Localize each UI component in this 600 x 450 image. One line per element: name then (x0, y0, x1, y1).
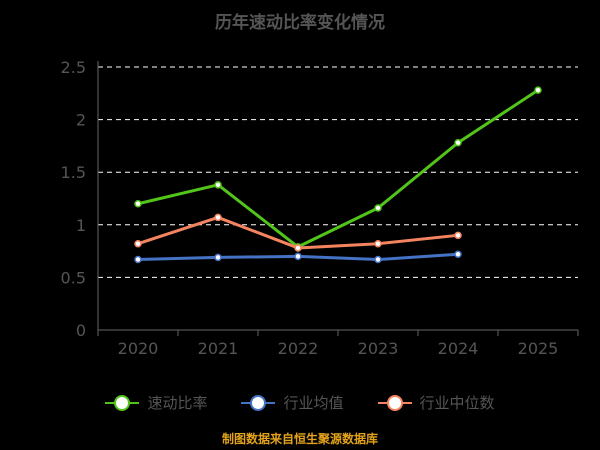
legend-label-series-2: 行业均值 (283, 394, 344, 412)
x-tick-label: 2021 (198, 339, 239, 358)
x-tick-label: 2025 (518, 339, 559, 358)
data-point (374, 204, 382, 212)
chart-title: 历年速动比率变化情况 (215, 13, 385, 33)
data-point (534, 86, 542, 94)
y-tick-label: 0.5 (61, 268, 86, 287)
legend-item-series-3[interactable]: 行业中位数 (377, 392, 495, 413)
data-point (454, 250, 462, 259)
legend: 速动比率 行业均值 行业中位数 (0, 392, 600, 413)
legend-swatch-series-1 (105, 394, 140, 411)
legend-swatch-series-3 (377, 394, 412, 411)
data-point (134, 255, 142, 264)
x-tick-label: 2022 (278, 339, 319, 358)
legend-label-series-3: 行业中位数 (419, 394, 495, 412)
legend-item-series-2[interactable]: 行业均值 (241, 392, 344, 413)
y-tick-label: 2.5 (61, 58, 86, 77)
data-point (214, 181, 222, 189)
series-line-1 (137, 88, 539, 249)
y-tick-label: 1.5 (61, 163, 86, 182)
legend-item-series-1[interactable]: 速动比率 (105, 392, 207, 413)
x-tick-label: 2023 (358, 339, 399, 358)
x-tick-label: 2024 (438, 339, 479, 358)
footer-source: 制图数据来自恒生聚源数据库 (221, 432, 378, 446)
data-point (134, 200, 142, 208)
data-point (214, 213, 222, 222)
data-point (294, 244, 302, 252)
data-point (374, 239, 382, 248)
data-point (134, 239, 142, 248)
data-point (214, 253, 222, 262)
data-point (454, 231, 462, 240)
legend-label-series-1: 速动比率 (147, 394, 208, 412)
legend-swatch-series-2 (241, 394, 276, 411)
data-point (374, 255, 382, 264)
data-point (294, 252, 302, 261)
y-tick-label: 0 (76, 321, 86, 340)
y-tick-label: 1 (76, 216, 86, 235)
y-tick-label: 2 (76, 111, 86, 130)
x-tick-label: 2020 (118, 339, 159, 358)
data-point (454, 138, 462, 147)
